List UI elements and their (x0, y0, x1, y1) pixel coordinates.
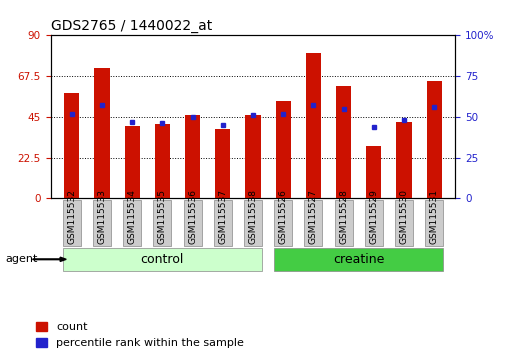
Bar (124, 126, 139, 198)
Bar (426, 81, 441, 198)
Bar (275, 101, 290, 198)
Text: GSM115536: GSM115536 (188, 189, 196, 244)
Bar (366, 146, 381, 198)
Text: agent: agent (5, 254, 37, 264)
Bar (335, 86, 350, 198)
Text: GSM115526: GSM115526 (278, 189, 287, 244)
Text: GSM115533: GSM115533 (97, 189, 106, 244)
Legend: count, percentile rank within the sample: count, percentile rank within the sample (36, 322, 243, 348)
Text: GSM115527: GSM115527 (309, 189, 317, 244)
Bar (94, 68, 109, 198)
Bar (305, 53, 320, 198)
Text: GSM115538: GSM115538 (248, 189, 257, 244)
Text: GSM115529: GSM115529 (369, 189, 378, 244)
Text: GSM115530: GSM115530 (399, 189, 408, 244)
Text: GSM115532: GSM115532 (67, 189, 76, 244)
Text: control: control (140, 253, 184, 266)
Text: GSM115537: GSM115537 (218, 189, 227, 244)
Bar (64, 93, 79, 198)
Text: GSM115534: GSM115534 (127, 189, 136, 244)
Bar (155, 124, 170, 198)
Bar (396, 122, 411, 198)
Text: GDS2765 / 1440022_at: GDS2765 / 1440022_at (50, 19, 212, 33)
Text: GSM115531: GSM115531 (429, 189, 438, 244)
Text: GSM115535: GSM115535 (158, 189, 167, 244)
Text: GSM115528: GSM115528 (338, 189, 347, 244)
Bar (245, 115, 260, 198)
Bar (215, 130, 230, 198)
Text: creatine: creatine (332, 253, 384, 266)
Bar (185, 115, 200, 198)
